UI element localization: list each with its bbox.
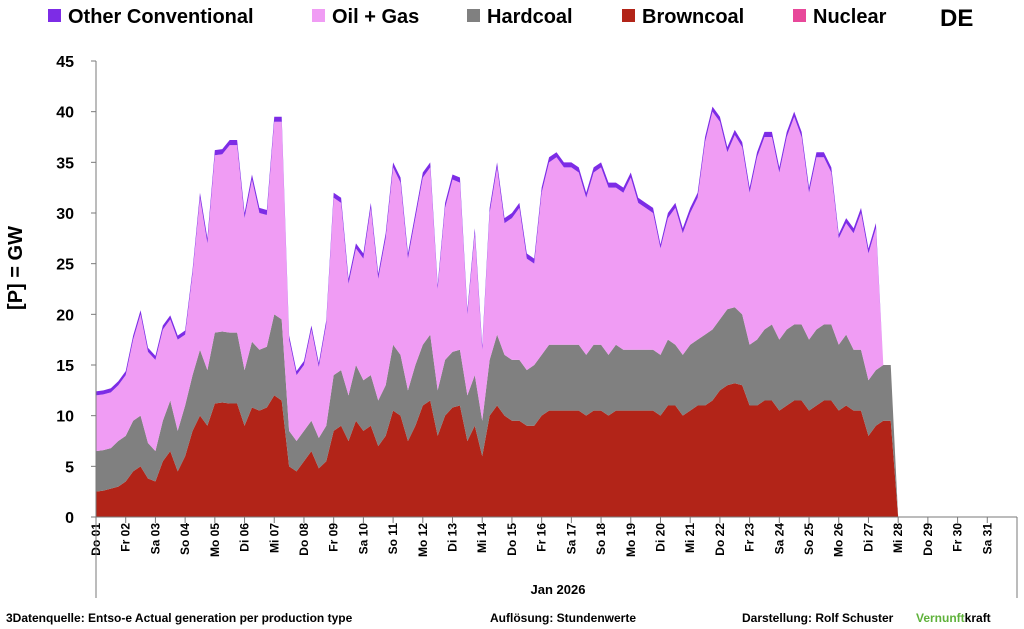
x-tick-label: Fr 02 xyxy=(119,523,133,552)
x-tick-label: So 18 xyxy=(594,523,608,555)
legend-label: Other Conventional xyxy=(68,6,254,28)
legend-label: Browncoal xyxy=(642,6,744,28)
legend-swatch xyxy=(48,9,61,22)
x-tick-label: Fr 09 xyxy=(327,523,341,552)
y-axis-ticks: 0 5 10 15 20 25 30 35 40 45 xyxy=(56,54,96,527)
legend-label: Hardcoal xyxy=(487,6,573,28)
legend-item-other-conventional: Other Conventional xyxy=(48,6,254,28)
series-area-hardcoal xyxy=(96,307,1017,517)
y-axis-label: [P] = GW xyxy=(5,226,27,310)
x-tick-label: Di 20 xyxy=(654,523,668,552)
series-area-browncoal xyxy=(96,383,1017,517)
y-tick-label: 5 xyxy=(65,459,74,476)
x-tick-label: Sa 10 xyxy=(356,523,370,555)
x-axis-label: Jan 2026 xyxy=(531,582,586,597)
legend-swatch xyxy=(467,9,480,22)
legend-label: Nuclear xyxy=(813,6,887,28)
legend-swatch xyxy=(793,9,806,22)
y-tick-label: 30 xyxy=(56,206,74,223)
region-label: DE xyxy=(940,5,973,32)
x-tick-label: Mi 21 xyxy=(683,523,697,553)
x-tick-label: Do 15 xyxy=(505,523,519,556)
x-tick-label: Di 06 xyxy=(238,523,252,552)
footer-resolution: Auflösung: Stundenwerte xyxy=(490,611,636,625)
legend-item-hardcoal: Hardcoal xyxy=(467,6,573,28)
x-tick-label: Mo 05 xyxy=(208,523,222,557)
footer-brand: Vernunftkraft xyxy=(916,611,991,625)
legend-swatch xyxy=(622,9,635,22)
x-tick-label: Sa 03 xyxy=(148,523,162,555)
y-tick-label: 15 xyxy=(56,358,74,375)
x-tick-label: Mi 28 xyxy=(891,523,905,553)
axes xyxy=(95,61,1017,518)
x-tick-label: Fr 23 xyxy=(743,523,757,552)
footer-source: 3Datenquelle: Entso-e Actual generation … xyxy=(6,611,353,625)
y-tick-label: 10 xyxy=(56,409,74,426)
x-tick-label: Fr 30 xyxy=(951,523,965,552)
y-tick-label: 40 xyxy=(56,105,74,122)
x-tick-label: Mo 26 xyxy=(832,523,846,557)
x-tick-label: So 25 xyxy=(802,523,816,555)
x-tick-label: Do 29 xyxy=(921,523,935,556)
stacked-areas xyxy=(96,106,1017,518)
legend-swatch xyxy=(312,9,325,22)
x-tick-label: Mo 19 xyxy=(624,523,638,557)
x-tick-label: Mi 07 xyxy=(267,523,281,553)
footer-author: Darstellung: Rolf Schuster xyxy=(742,611,894,625)
x-tick-label: Do 08 xyxy=(297,523,311,556)
legend-item-oil-gas: Oil + Gas xyxy=(312,6,419,28)
y-tick-label: 35 xyxy=(56,155,74,172)
x-tick-label: So 11 xyxy=(386,523,400,555)
legend-item-browncoal: Browncoal xyxy=(622,6,744,28)
y-tick-label: 20 xyxy=(56,307,74,324)
x-tick-label: Di 13 xyxy=(446,523,460,552)
legend-item-nuclear: Nuclear xyxy=(793,6,887,28)
series-area-oil-gas xyxy=(96,111,1017,518)
x-tick-label: Sa 31 xyxy=(980,523,994,555)
x-tick-label: Sa 24 xyxy=(772,523,786,555)
y-tick-label: 45 xyxy=(56,54,74,71)
x-tick-label: Di 27 xyxy=(862,523,876,552)
legend-label: Oil + Gas xyxy=(332,6,419,28)
y-tick-label: 25 xyxy=(56,257,74,274)
x-tick-label: So 04 xyxy=(178,523,192,555)
y-tick-label: 0 xyxy=(65,510,74,527)
footer-brand-green: Vernunft xyxy=(916,611,965,625)
x-tick-label: Mo 12 xyxy=(416,523,430,557)
x-axis-ticks: Do 01 Fr 02 Sa 03 So 04 Mo 05 Di 06 Mi 07 Do 08… xyxy=(89,517,1018,598)
x-tick-label: Do 22 xyxy=(713,523,727,556)
x-tick-label: Fr 16 xyxy=(535,523,549,552)
legend: Other Conventional Oil + Gas Hardcoal Brown… xyxy=(48,6,887,28)
x-tick-label: Mi 14 xyxy=(475,523,489,553)
footer-brand-black: kraft xyxy=(965,611,991,625)
x-tick-label: Sa 17 xyxy=(564,523,578,555)
